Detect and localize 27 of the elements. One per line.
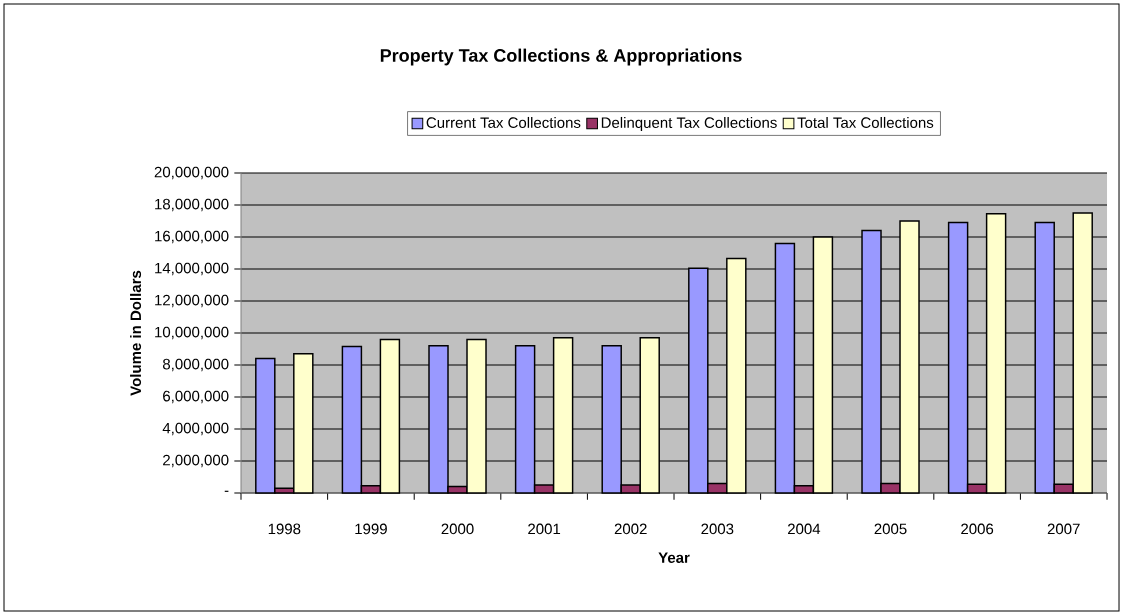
legend-label: Current Tax Collections — [426, 116, 581, 128]
y-axis-title: Volume in Dollars — [130, 270, 142, 396]
y-tick-label: - — [224, 490, 229, 492]
x-tick-label: 2003 — [701, 523, 734, 535]
x-axis-title: Year — [658, 552, 690, 563]
legend-label: Delinquent Tax Collections — [601, 116, 777, 131]
x-tick-label: 1998 — [268, 523, 301, 535]
y-tick-label: 20,000,000 — [154, 166, 229, 180]
x-tick-label: 2006 — [961, 523, 994, 535]
y-tick-label: 16,000,000 — [155, 230, 229, 244]
x-tick-label: 2005 — [874, 523, 907, 535]
x-tick-label: 1999 — [355, 523, 387, 535]
y-tick-label: 12,000,000 — [155, 294, 229, 308]
x-tick-label: 2000 — [441, 523, 474, 535]
y-tick-label: 10,000,000 — [155, 326, 229, 340]
y-tick-label: 4,000,000 — [162, 422, 229, 436]
y-tick-label: 18,000,000 — [155, 198, 229, 212]
legend-label: Total Tax Collections — [797, 116, 934, 128]
x-tick-label: 2004 — [787, 523, 821, 535]
y-tick-label: 8,000,000 — [162, 358, 229, 372]
x-tick-label: 2001 — [528, 523, 561, 535]
y-tick-label: 6,000,000 — [163, 390, 229, 404]
x-tick-label: 2002 — [614, 523, 647, 535]
chart-title: Property Tax Collections & Appropriations — [380, 48, 742, 66]
x-tick-label: 2007 — [1047, 523, 1080, 535]
y-tick-label: 2,000,000 — [163, 454, 229, 468]
y-tick-label: 14,000,000 — [155, 262, 229, 276]
